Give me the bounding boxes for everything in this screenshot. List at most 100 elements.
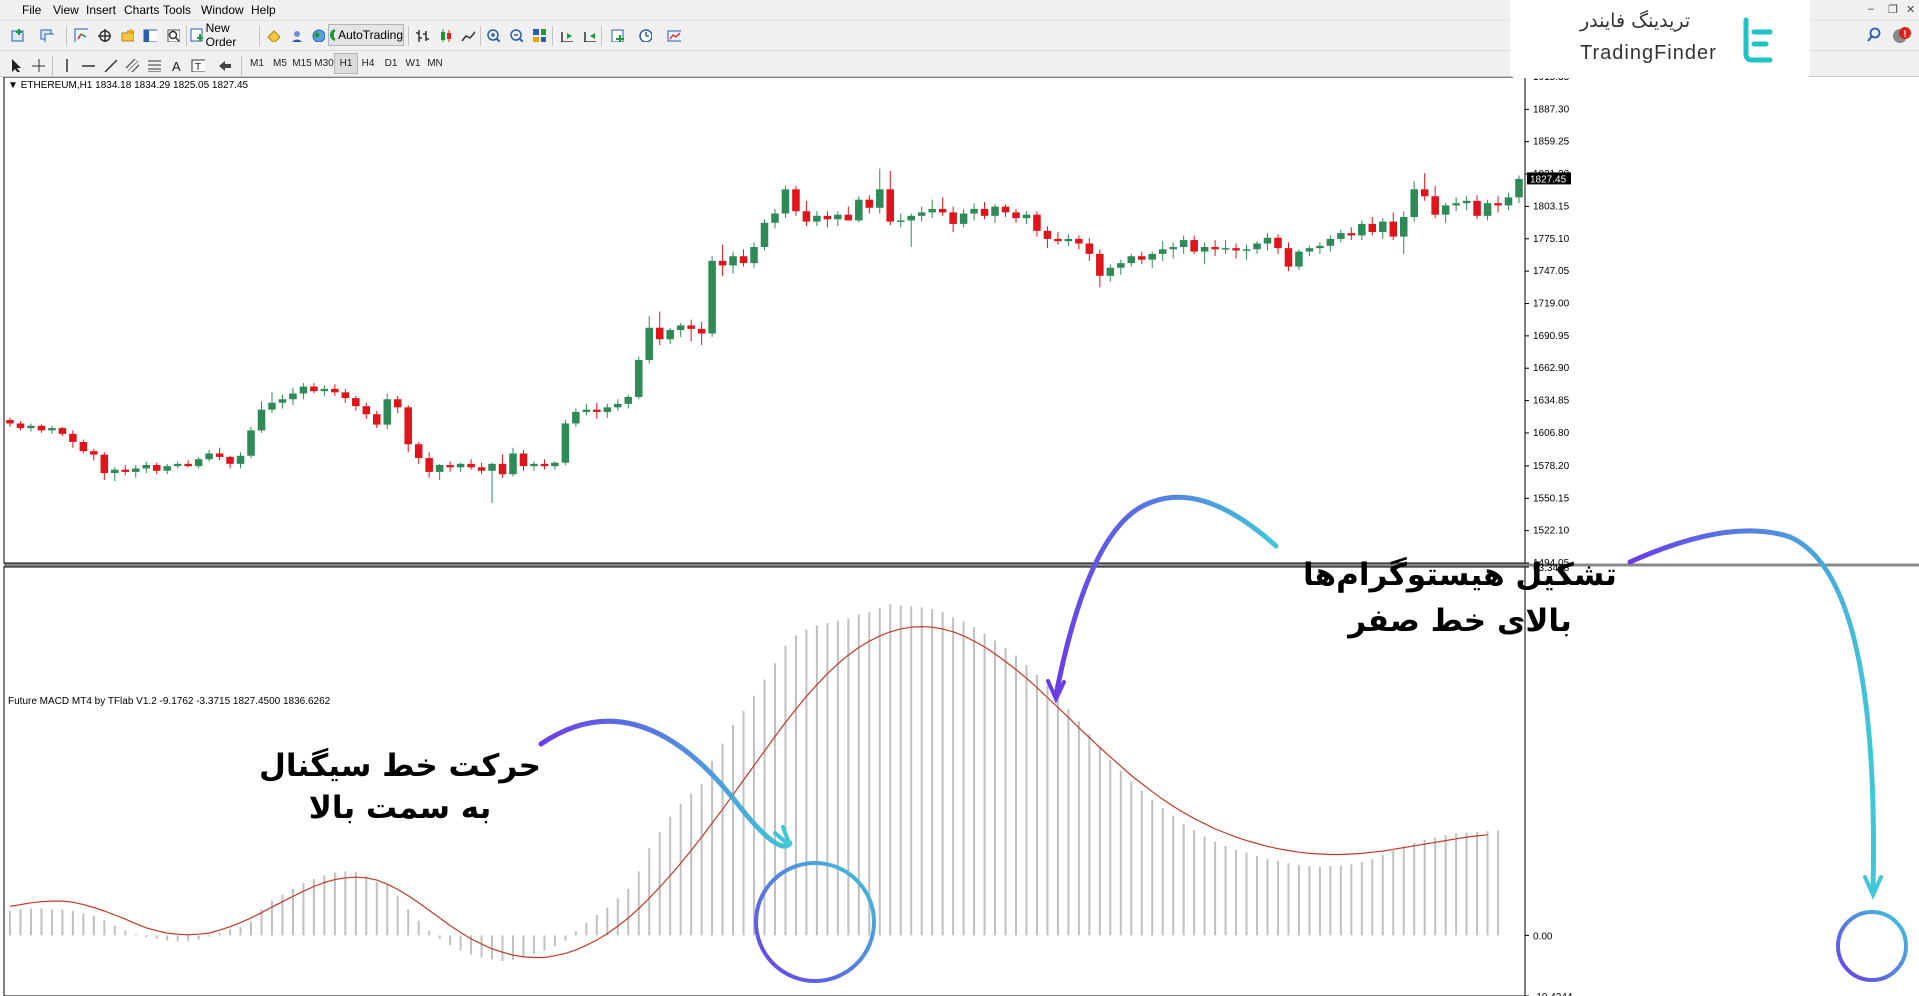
timeframe-w1[interactable]: W1 <box>405 58 421 69</box>
fibonacci-button[interactable] <box>143 54 165 76</box>
strategy-tester-button[interactable] <box>162 24 184 46</box>
price-tick-label: 1887.30 <box>1533 104 1570 115</box>
minimize-icon[interactable]: – <box>1868 3 1875 15</box>
auto-trading-button[interactable]: AutoTrading <box>328 24 404 46</box>
candle <box>530 461 538 471</box>
timeframe-m1[interactable]: M1 <box>250 58 264 69</box>
candle <box>1137 251 1146 265</box>
timeframe-m15[interactable]: M15 <box>292 58 312 69</box>
candle <box>771 208 779 229</box>
candle <box>970 203 978 221</box>
arrows-button[interactable] <box>210 54 238 76</box>
candle <box>299 383 308 400</box>
candle <box>834 211 842 227</box>
candlestick-button[interactable] <box>434 24 456 46</box>
periods-button[interactable] <box>632 24 658 46</box>
candle <box>813 211 821 227</box>
candle <box>414 441 423 464</box>
zoom-out-button[interactable] <box>505 24 527 46</box>
horizontal-line-button[interactable] <box>77 54 99 76</box>
crosshair-button[interactable] <box>27 54 49 76</box>
candle <box>1326 235 1335 252</box>
candle <box>352 395 360 411</box>
candle <box>1012 208 1020 223</box>
annotation-arrowhead-middle <box>1046 679 1066 704</box>
timeframe-m30[interactable]: M30 <box>314 58 334 69</box>
timeframe-h1[interactable]: H1 <box>334 53 358 74</box>
candle <box>1389 212 1398 241</box>
candle <box>268 392 276 414</box>
menu-window[interactable]: Window <box>201 3 244 17</box>
menu-file[interactable]: File <box>22 3 42 17</box>
text-button[interactable]: A <box>165 54 187 76</box>
timeframe-m5[interactable]: M5 <box>273 58 287 69</box>
menu-insert[interactable]: Insert <box>86 3 117 17</box>
navigator-button[interactable] <box>116 24 138 46</box>
profiles-button[interactable] <box>36 24 58 46</box>
menu-tools[interactable]: Tools <box>163 3 192 17</box>
candle <box>603 403 612 418</box>
annotation-right-line2: بالای خط صفر <box>1348 603 1572 639</box>
annotation-arrowhead-left <box>773 825 792 848</box>
restore-icon[interactable]: ❐ <box>1888 4 1898 16</box>
price-tick-label: 1522.10 <box>1533 526 1570 537</box>
market-button[interactable] <box>307 24 329 46</box>
chart-shift-button[interactable] <box>555 24 577 46</box>
menu-charts[interactable]: Charts <box>124 3 160 17</box>
indicator-tick-label: 0.00 <box>1533 931 1553 942</box>
indicators-button[interactable] <box>604 24 632 46</box>
vertical-line-button[interactable] <box>55 54 77 76</box>
trendline-button[interactable] <box>99 54 121 76</box>
price-tick-label: 1859.25 <box>1533 137 1570 148</box>
candle <box>907 213 915 247</box>
close-icon[interactable]: ✕ <box>1906 4 1916 16</box>
candle <box>1033 211 1041 237</box>
terminal-button[interactable] <box>139 24 161 46</box>
candle <box>1316 242 1324 254</box>
terminal-icon <box>143 29 157 42</box>
zoom-in-button[interactable] <box>482 24 504 46</box>
signals-button[interactable] <box>285 24 307 46</box>
timeframe-h4[interactable]: H4 <box>361 58 375 69</box>
candle <box>687 319 695 342</box>
expert-editor-icon <box>267 30 280 42</box>
equidistant-channel-button[interactable] <box>121 54 143 76</box>
menu-view[interactable]: View <box>53 3 79 17</box>
candle <box>561 420 570 466</box>
line-chart-button[interactable] <box>457 24 479 46</box>
toolbar-separator <box>66 26 67 46</box>
data-window-button[interactable] <box>93 24 115 46</box>
new-order-label: New Order <box>205 21 237 49</box>
candle <box>1075 235 1083 250</box>
text-label-button[interactable]: T <box>187 54 209 76</box>
candle <box>792 185 800 216</box>
timeframe-d1[interactable]: D1 <box>384 58 398 69</box>
autoscroll-button[interactable] <box>578 24 600 46</box>
candle <box>676 323 685 337</box>
toolbar-separator <box>259 26 260 46</box>
chart-canvas[interactable]: 1915.351887.301859.251831.201803.151775.… <box>0 77 1919 996</box>
logo-name-fa: تریدینگ فایندر <box>1580 10 1691 32</box>
search-icon[interactable] <box>1866 27 1882 43</box>
price-tick-label: 1775.10 <box>1533 234 1570 245</box>
new-chart-button[interactable] <box>6 24 28 46</box>
candle <box>718 244 727 276</box>
new-order-button[interactable]: New Order <box>190 21 258 49</box>
templates-button[interactable] <box>660 24 688 46</box>
timeframe-mn[interactable]: MN <box>427 58 443 69</box>
expert-editor-button[interactable] <box>262 24 284 46</box>
chart-window[interactable]: 1915.351887.301859.251831.201803.151775.… <box>0 77 1919 996</box>
notification-icon[interactable]: ! <box>1892 25 1912 45</box>
market-watch-button[interactable] <box>70 24 92 46</box>
candle <box>844 206 853 221</box>
cursor-button[interactable] <box>5 54 27 76</box>
menu-help[interactable]: Help <box>251 3 276 17</box>
price-tick-label: 1690.95 <box>1533 331 1570 342</box>
bar-chart-button[interactable] <box>411 24 433 46</box>
candle <box>341 388 350 403</box>
toolbar-separator <box>52 56 53 76</box>
candle <box>1127 253 1136 267</box>
tile-windows-button[interactable] <box>528 24 550 46</box>
candle <box>247 426 255 459</box>
candle <box>1242 244 1251 260</box>
